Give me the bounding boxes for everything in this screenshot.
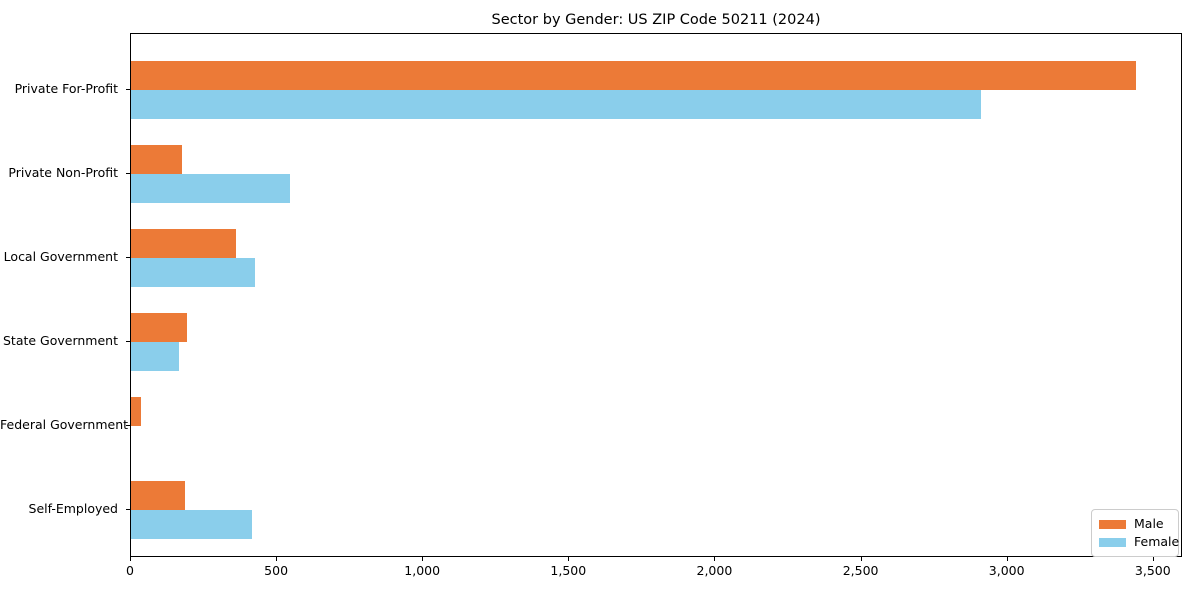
y-tick-label: State Government bbox=[2, 333, 118, 349]
y-tick-mark bbox=[126, 172, 130, 174]
x-tick-mark bbox=[714, 557, 716, 561]
bar-male-1 bbox=[131, 60, 1137, 90]
x-tick-mark bbox=[1152, 557, 1154, 561]
y-tick-label: Private Non-Profit bbox=[8, 165, 118, 181]
y-tick-label: Private For-Profit bbox=[14, 81, 118, 97]
bar-female-1 bbox=[131, 89, 982, 119]
y-tick-label: Self-Employed bbox=[28, 501, 118, 517]
bar-female-4 bbox=[131, 341, 180, 371]
legend-item-female: Female bbox=[1099, 533, 1179, 551]
y-tick-label: Local Government bbox=[3, 249, 118, 265]
legend-label: Female bbox=[1134, 534, 1180, 549]
legend-swatch-male bbox=[1099, 519, 1126, 529]
x-tick-label: 500 bbox=[264, 563, 289, 578]
x-tick-label: 1,500 bbox=[550, 563, 587, 578]
y-tick-mark bbox=[126, 340, 130, 342]
x-tick-label: 0 bbox=[126, 563, 134, 578]
bar-female-3 bbox=[131, 257, 256, 287]
bar-female-2 bbox=[131, 173, 291, 203]
x-tick-label: 2,500 bbox=[842, 563, 879, 578]
x-tick-mark bbox=[276, 557, 278, 561]
x-tick-label: 3,000 bbox=[988, 563, 1025, 578]
bar-male-2 bbox=[131, 144, 183, 174]
x-tick-label: 1,000 bbox=[404, 563, 441, 578]
y-tick-mark bbox=[126, 88, 130, 90]
x-tick-label: 3,500 bbox=[1134, 563, 1171, 578]
x-tick-mark bbox=[860, 557, 862, 561]
x-tick-mark bbox=[422, 557, 424, 561]
legend: Male Female bbox=[1091, 509, 1179, 557]
plot-area bbox=[130, 33, 1182, 557]
x-tick-mark bbox=[130, 557, 131, 561]
chart-title: Sector by Gender: US ZIP Code 50211 (202… bbox=[491, 12, 821, 28]
y-tick-label: Federal Government bbox=[0, 417, 129, 433]
legend-label: Male bbox=[1134, 516, 1164, 531]
bar-male-5 bbox=[131, 396, 142, 426]
bar-male-6 bbox=[131, 480, 186, 510]
bar-male-4 bbox=[131, 312, 187, 342]
bar-male-3 bbox=[131, 228, 237, 258]
legend-swatch-female bbox=[1099, 537, 1126, 547]
legend-item-male: Male bbox=[1099, 515, 1171, 533]
bar-female-6 bbox=[131, 509, 253, 539]
y-tick-mark bbox=[126, 424, 130, 426]
x-tick-mark bbox=[568, 557, 570, 561]
x-tick-label: 2,000 bbox=[696, 563, 733, 578]
y-tick-mark bbox=[126, 508, 130, 510]
y-tick-mark bbox=[126, 256, 130, 258]
x-tick-mark bbox=[1006, 557, 1008, 561]
